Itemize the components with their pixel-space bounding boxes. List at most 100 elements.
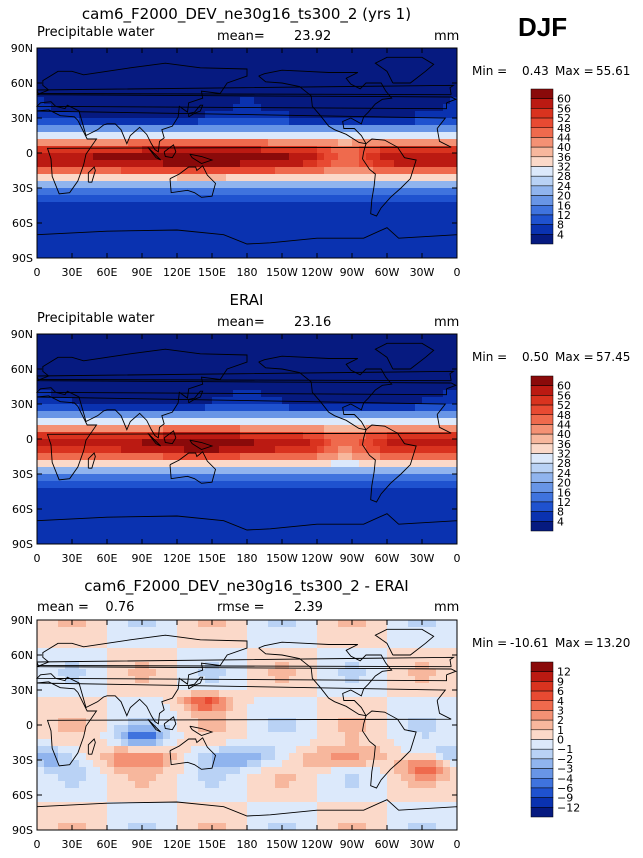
map-cell [275,732,283,740]
map-cell [254,530,262,538]
map-cell [345,530,353,538]
map-cell [282,76,290,84]
map-cell [268,341,276,349]
map-cell [93,76,101,84]
coastline [188,104,204,118]
map-cell [310,97,318,105]
map-cell [261,411,269,419]
map-cell [240,237,248,245]
map-cell [303,174,311,182]
colorbar-label: 48 [557,409,571,422]
map-cell [156,355,164,363]
colorbar-label: 12 [557,209,571,222]
x-tick-label: 90E [132,552,153,565]
map-cell [436,627,444,635]
map-cell [79,676,87,684]
map-cell [219,530,227,538]
map-cell [429,334,437,342]
map-cell [114,481,122,489]
map-cell [240,383,248,391]
map-cell [93,634,101,642]
map-cell [149,48,157,56]
map-cell [303,523,311,531]
map-cell [149,453,157,461]
map-cell [142,495,150,503]
map-cell [240,725,248,733]
map-cell [366,202,374,210]
map-cell [114,690,122,698]
map-cell [268,474,276,482]
map-cell [72,481,80,489]
map-cell [93,753,101,761]
map-cell [198,118,206,126]
map-cell [177,516,185,524]
map-cell [429,620,437,628]
map-cell [163,244,171,252]
map-cell [205,627,213,635]
map-cell [345,495,353,503]
map-cell [247,83,255,91]
map-cell [177,48,185,56]
map-cell [240,648,248,656]
map-cell [408,362,416,370]
map-cell [107,725,115,733]
map-cell [317,167,325,175]
map-cell [219,627,227,635]
map-cell [156,523,164,531]
map-cell [324,453,332,461]
map-cell [352,627,360,635]
map-cell [254,418,262,426]
map-cell [128,530,136,538]
map-cell [142,453,150,461]
map-cell [156,460,164,468]
map-cell [254,446,262,454]
map-cell [219,460,227,468]
map-cell [93,111,101,119]
map-cell [275,746,283,754]
map-cell [296,634,304,642]
map-cell [135,620,143,628]
map-cell [422,676,430,684]
map-cell [387,425,395,433]
map-cell [114,425,122,433]
map-cell [72,383,80,391]
map-cell [422,216,430,224]
map-cell [317,48,325,56]
map-cell [429,223,437,231]
map-cell [128,516,136,524]
map-cell [436,467,444,475]
map-cell [422,125,430,133]
map-cell [303,334,311,342]
map-cell [93,118,101,126]
map-cell [79,230,87,238]
map-cell [415,690,423,698]
map-cell [296,69,304,77]
map-cell [415,348,423,356]
map-cell [401,118,409,126]
map-cell [156,188,164,196]
map-cell [261,432,269,440]
map-cell [58,655,66,663]
map-cell [240,362,248,370]
map-cell [317,174,325,182]
map-cell [191,251,199,259]
map-cell [261,627,269,635]
map-cell [436,432,444,440]
map-cell [296,188,304,196]
map-cell [156,76,164,84]
map-cell [289,467,297,475]
map-cell [282,523,290,531]
map-cell [261,118,269,126]
map-cell [443,502,451,510]
map-cell [268,55,276,63]
map-cell [184,97,192,105]
map-cell [37,495,45,503]
map-cell [44,55,52,63]
map-cell [289,495,297,503]
map-cell [149,251,157,259]
map-cell [352,237,360,245]
map-cell [86,132,94,140]
map-cell [394,146,402,154]
map-cell [254,620,262,628]
map-cell [352,362,360,370]
